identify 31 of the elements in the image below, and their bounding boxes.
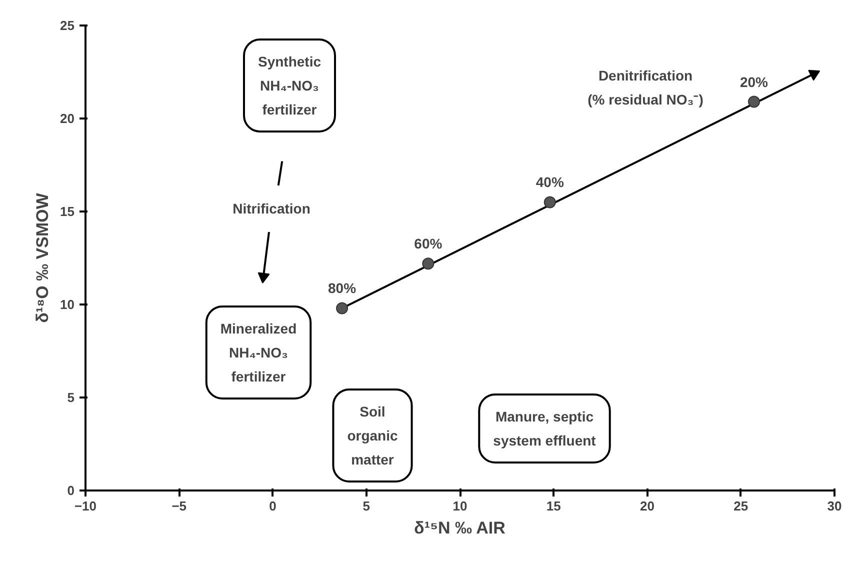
annotation: 40% (536, 174, 564, 190)
y-tick-label: 5 (67, 390, 75, 405)
x-tick-label: 15 (546, 498, 561, 514)
x-tick-label: 0 (269, 498, 276, 514)
x-tick-label: 5 (362, 498, 370, 514)
x-tick-label: 30 (827, 498, 842, 514)
annotation: 60% (414, 236, 443, 252)
y-tick-label: 10 (60, 297, 75, 312)
point (336, 302, 348, 314)
annotation: Nitrification (232, 200, 310, 216)
x-tick-label: −10 (74, 498, 97, 514)
y-tick-label: 15 (60, 204, 75, 219)
annotation: Synthetic NH₄-NO₃ fertilizer (258, 54, 322, 118)
annotation: 80% (328, 280, 357, 296)
x-axis-title: δ¹⁵N ‰ AIR (414, 518, 506, 538)
x-tick-label: 10 (452, 498, 468, 514)
point (544, 196, 556, 208)
y-tick-label: 0 (67, 483, 75, 498)
y-tick-label: 20 (60, 111, 75, 126)
x-tick-label: −5 (172, 498, 187, 514)
annotation: Denitrification (% residual NO₃⁻) (588, 68, 704, 108)
annotation: Manure, septic system effluent (493, 408, 596, 448)
x-tick-label: 25 (734, 498, 748, 514)
annotation: Soil organic matter (347, 404, 398, 468)
x-tick-label: 20 (640, 498, 654, 514)
y-axis-title: δ¹⁸O ‰ VSMOW (33, 192, 52, 323)
point (422, 258, 434, 270)
point (748, 96, 760, 108)
annotation: Mineralized NH₄-NO₃ fertilizer (220, 320, 297, 384)
annotation: 20% (740, 74, 769, 90)
y-tick-label: 25 (60, 18, 75, 33)
